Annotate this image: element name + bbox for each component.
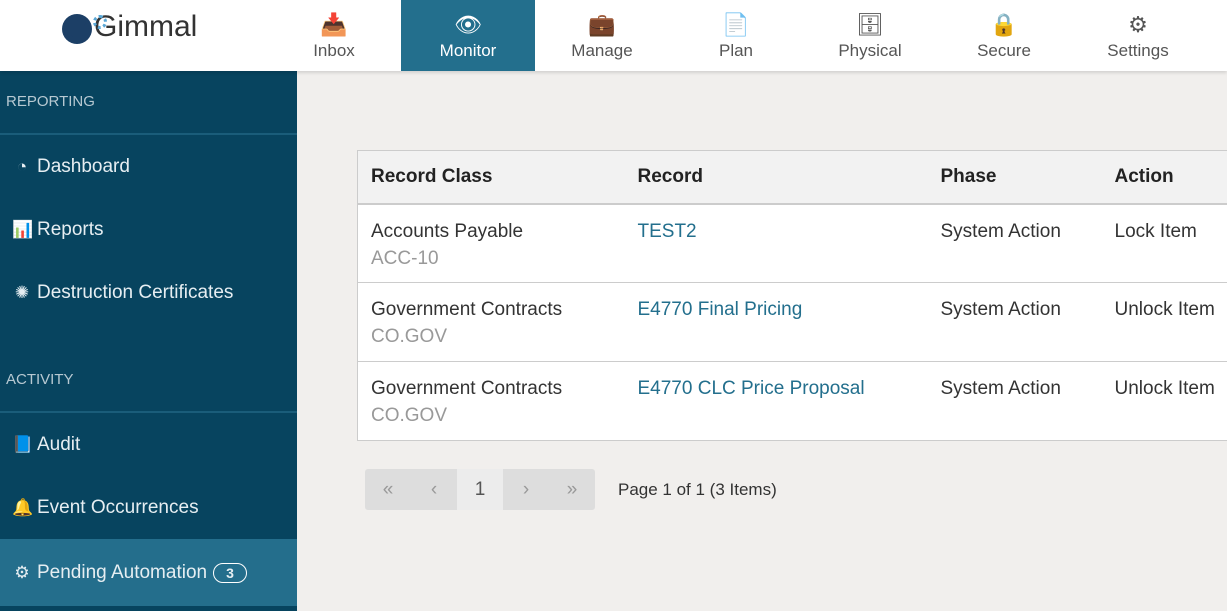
certificate-icon: ✺ [14, 282, 30, 302]
action: Lock Item [1101, 203, 1227, 283]
count-badge: 3 [213, 562, 247, 583]
pagination: « ‹ 1 › » [365, 469, 595, 510]
sidebar-item-event-occurrences[interactable]: 🔔 Event Occurrences [0, 476, 297, 539]
page-1-button[interactable]: 1 [457, 469, 503, 510]
nav-label: Settings [1107, 40, 1169, 60]
section-reporting: REPORTING [0, 71, 297, 135]
logo-text: Gimmal [94, 10, 198, 43]
gears-icon: ⚙ [1128, 11, 1148, 37]
record-class-code: CO.GOV [371, 405, 448, 426]
phase: System Action [927, 282, 1102, 362]
record-class: Accounts Payable [371, 220, 524, 242]
sidebar-item-dashboard[interactable]: ◔ Dashboard [0, 135, 297, 198]
nav-label: Inbox [313, 40, 355, 60]
record-link[interactable]: TEST2 [637, 220, 697, 242]
action: Unlock Item [1101, 282, 1227, 362]
sidebar-item-label: Reports [37, 218, 104, 240]
sidebar-item-label: Destruction Certificates [37, 281, 234, 303]
nav-label: Plan [718, 40, 754, 60]
table-row: Government Contracts CO.GOV E4770 CLC Pri… [357, 361, 1227, 441]
sidebar-item-label: Pending Automation [37, 561, 208, 583]
pending-automation-table: Record Class Record Phase Action Account… [357, 150, 1227, 441]
nav-label: Physical [838, 40, 902, 60]
bell-icon: 🔔 [12, 497, 34, 517]
nav-plan[interactable]: 📄 Plan [669, 0, 803, 71]
sidebar-item-reports[interactable]: 📊 Reports [0, 198, 297, 261]
table-header: Record Class Record Phase Action [357, 150, 1227, 205]
sidebar-item-label: Audit [37, 433, 81, 455]
gear-logo-icon [62, 14, 107, 44]
nav-inbox[interactable]: 📥 Inbox [267, 0, 401, 71]
gear-icon: ⚙ [14, 562, 30, 582]
record-link[interactable]: E4770 Final Pricing [637, 299, 803, 320]
nav-label: Secure [977, 40, 1031, 60]
bar-chart-icon: 📊 [12, 219, 34, 239]
book-icon: 📘 [12, 434, 34, 454]
sidebar: REPORTING ◔ Dashboard 📊 Reports ✺ Destructi… [0, 71, 297, 611]
col-record[interactable]: Record [624, 150, 928, 205]
sidebar-item-destruction-certificates[interactable]: ✺ Destruction Certificates [0, 261, 297, 324]
nav-label: Monitor [439, 40, 497, 60]
sidebar-item-label: Dashboard [37, 155, 130, 177]
col-record-class[interactable]: Record Class [357, 150, 625, 205]
eye-icon: 👁 [454, 11, 482, 37]
top-bar: Gimmal 📥 Inbox 👁 Monitor 💼 Manage 📄 Plan 🗄 Ph… [0, 0, 1227, 71]
page-info: Page 1 of 1 (3 Items) [618, 480, 777, 499]
section-activity: ACTIVITY [0, 349, 297, 413]
record-class-code: CO.GOV [371, 326, 448, 347]
first-page-button[interactable]: « [382, 479, 394, 500]
phase: System Action [927, 361, 1102, 441]
document-icon: 📄 [722, 11, 750, 37]
gimmal-logo[interactable]: Gimmal [62, 10, 197, 44]
archive-icon: 🗄 [856, 11, 884, 37]
lock-icon: 🔒 [990, 11, 1018, 37]
next-page-button[interactable]: › [522, 479, 530, 500]
nav-label: Manage [571, 40, 633, 60]
sidebar-item-label: Event Occurrences [37, 496, 199, 518]
main-nav: 📥 Inbox 👁 Monitor 💼 Manage 📄 Plan 🗄 Physical … [267, 0, 1205, 71]
nav-physical[interactable]: 🗄 Physical [803, 0, 937, 71]
table-row: Accounts Payable ACC-10 TEST2 System Acti… [357, 203, 1227, 283]
phase: System Action [927, 203, 1102, 283]
inbox-icon: 📥 [320, 11, 348, 37]
nav-secure[interactable]: 🔒 Secure [937, 0, 1071, 71]
nav-monitor[interactable]: 👁 Monitor [401, 0, 535, 71]
nav-manage[interactable]: 💼 Manage [535, 0, 669, 71]
action: Unlock Item [1101, 361, 1227, 441]
sidebar-item-audit[interactable]: 📘 Audit [0, 413, 297, 476]
col-phase[interactable]: Phase [927, 150, 1102, 205]
briefcase-icon: 💼 [588, 11, 616, 37]
record-class: Government Contracts [371, 378, 563, 399]
col-action[interactable]: Action [1101, 150, 1227, 205]
record-link[interactable]: E4770 CLC Price Proposal [637, 378, 865, 399]
prev-page-button[interactable]: ‹ [430, 479, 438, 500]
sidebar-item-pending-automation[interactable]: ⚙ Pending Automation 3 [0, 539, 297, 606]
record-class-code: ACC-10 [371, 247, 439, 269]
last-page-button[interactable]: » [566, 479, 578, 500]
nav-settings[interactable]: ⚙ Settings [1071, 0, 1205, 71]
dashboard-icon: ◔ [16, 156, 28, 176]
record-class: Government Contracts [371, 299, 563, 320]
table-row: Government Contracts CO.GOV E4770 Final P… [357, 282, 1227, 362]
